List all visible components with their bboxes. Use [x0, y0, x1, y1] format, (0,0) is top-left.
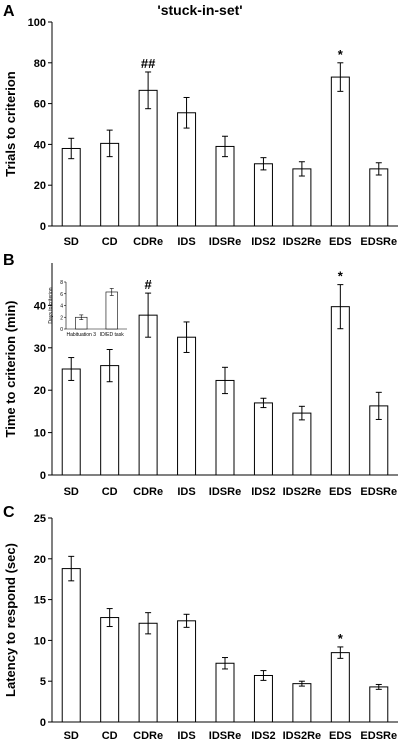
y-tick-label: 0 [60, 327, 63, 333]
y-tick-label: 40 [34, 300, 46, 312]
y-tick-label: 80 [34, 58, 46, 70]
category-label: SD [64, 486, 79, 498]
y-axis-label: Latency to respond (sec) [3, 543, 18, 697]
bar [138, 89, 158, 227]
inset-chart: 0 2 4 6 8 Habituation 3 ID/ED task Days to crit… [48, 280, 127, 338]
bar [177, 620, 197, 723]
category-label: IDSRe [209, 730, 241, 742]
category-label: IDS [177, 730, 195, 742]
panel-letter: C [3, 504, 15, 521]
category-label: EDS [329, 486, 352, 498]
category-label: IDS2Re [283, 486, 322, 498]
category-label: IDS2 [251, 486, 275, 498]
inset-y-axis-label: Days to criterion [48, 287, 54, 323]
bar [215, 379, 235, 476]
bar [177, 336, 197, 476]
y-tick-label: 40 [34, 139, 46, 151]
bar [215, 145, 235, 227]
significance-marker: * [338, 269, 344, 284]
significance-marker: # [144, 277, 152, 292]
category-label: IDS2Re [283, 730, 322, 742]
category-label: CDRe [133, 730, 163, 742]
category-label: CD [102, 486, 118, 498]
significance-marker: * [338, 631, 344, 646]
y-axis-label: Time to criterion (min) [3, 301, 18, 438]
y-tick-label: 25 [34, 513, 46, 525]
category-label: CDRe [133, 486, 163, 498]
bar [369, 686, 389, 723]
significance-marker: * [338, 47, 344, 62]
y-tick-label: 20 [34, 554, 46, 566]
y-tick-label: 5 [40, 676, 46, 688]
y-tick-label: 20 [34, 385, 46, 397]
panel-letter: A [3, 3, 15, 20]
bar [253, 163, 273, 227]
category-label: CDRe [133, 236, 163, 248]
bar [253, 402, 273, 476]
significance-marker: ## [141, 56, 156, 71]
y-tick-label: 2 [60, 315, 63, 321]
bar [253, 674, 273, 723]
y-tick-label: 100 [28, 17, 46, 29]
bar [61, 568, 81, 723]
bar [177, 112, 197, 227]
y-axis-label: Trials to criterion [3, 71, 18, 177]
bar [138, 314, 158, 476]
y-tick-label: 8 [60, 280, 63, 286]
bar [100, 617, 120, 723]
category-label: IDSRe [209, 486, 241, 498]
y-tick-label: 15 [34, 595, 46, 607]
bar [61, 368, 81, 476]
bar [292, 412, 312, 476]
category-label: CD [102, 236, 118, 248]
y-tick-label: 20 [34, 180, 46, 192]
category-label: IDS [177, 486, 195, 498]
y-tick-label: 4 [60, 304, 63, 310]
bar [138, 622, 158, 723]
bar [369, 168, 389, 227]
inset-category-label: ID/ED task [100, 332, 124, 338]
category-label: SD [64, 236, 79, 248]
y-tick-label: 10 [34, 428, 46, 440]
y-tick-label: 6 [60, 292, 63, 298]
category-label: EDSRe [360, 486, 397, 498]
category-label: EDSRe [360, 730, 397, 742]
y-tick-label: 0 [40, 717, 46, 729]
bar [215, 662, 235, 723]
bar [330, 306, 350, 476]
category-label: SD [64, 730, 79, 742]
y-tick-label: 60 [34, 99, 46, 111]
y-tick-label: 10 [34, 635, 46, 647]
y-tick-label: 0 [40, 470, 46, 482]
category-label: CD [102, 730, 118, 742]
y-tick-label: 0 [40, 221, 46, 233]
category-label: IDSRe [209, 236, 241, 248]
inset-category-label: Habituation 3 [67, 332, 97, 338]
category-label: EDS [329, 730, 352, 742]
y-tick-label: 30 [34, 343, 46, 355]
category-label: IDS2 [251, 730, 275, 742]
bar [292, 683, 312, 723]
bar [330, 652, 350, 723]
bar [330, 76, 350, 227]
figure-title: 'stuck-in-set' [157, 2, 242, 18]
category-label: EDS [329, 236, 352, 248]
category-label: IDS2Re [283, 236, 322, 248]
bar [292, 168, 312, 227]
bar [61, 147, 81, 227]
category-label: IDS [177, 236, 195, 248]
panel-c: C 0 5 10 15 20 25 SD CD CDRe IDS IDSRe IDS2 IDS2Re * ED… [3, 504, 398, 742]
panel-a: A 0 20 40 60 80 100 SD CD ## CDRe IDS IDSRe IDS2 IDS2R… [3, 3, 398, 248]
category-label: IDS2 [251, 236, 275, 248]
panel-letter: B [3, 252, 15, 269]
category-label: EDSRe [360, 236, 397, 248]
bar [105, 291, 118, 330]
